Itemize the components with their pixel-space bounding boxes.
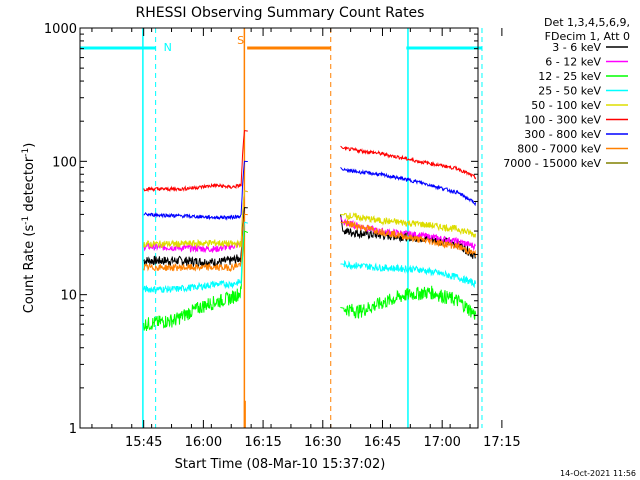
y-axis-label-sup-2: -1 bbox=[21, 148, 31, 157]
y-tick-label: 10 bbox=[60, 289, 77, 304]
plot-frame bbox=[79, 27, 479, 429]
timestamp: 14-Oct-2021 11:56 bbox=[560, 469, 636, 478]
legend-header-line-2: FDecim 1, Att 0 bbox=[545, 30, 630, 43]
legend-entry-label: 3 - 6 keV bbox=[552, 41, 601, 54]
x-axis-label: Start Time (08-Mar-10 15:37:02) bbox=[175, 457, 386, 472]
legend-entry-label: 800 - 7000 keV bbox=[517, 143, 601, 156]
x-tick-label: 15:45 bbox=[125, 435, 162, 450]
series-line bbox=[143, 213, 477, 272]
y-tick-label: 1000 bbox=[44, 22, 77, 37]
flag-label: S bbox=[237, 34, 244, 47]
legend-entry-label: 12 - 25 keV bbox=[538, 70, 601, 83]
y-axis: 1 10 100 1000 bbox=[44, 22, 478, 437]
flag-label: N bbox=[164, 41, 172, 54]
series-line bbox=[143, 160, 477, 221]
y-axis-label-main: Count Rate (s bbox=[22, 225, 37, 314]
series-line bbox=[143, 221, 477, 293]
legend-entry-label: 6 - 12 keV bbox=[545, 56, 601, 69]
chart-title: RHESSI Observing Summary Count Rates bbox=[136, 5, 425, 21]
plot-content: NS bbox=[80, 28, 483, 428]
x-tick-label: 16:00 bbox=[185, 435, 222, 450]
x-tick-label: 16:15 bbox=[244, 435, 281, 450]
y-axis-label-mid: detector bbox=[22, 156, 37, 216]
series-line bbox=[143, 190, 477, 249]
x-tick-label: 16:30 bbox=[304, 435, 341, 450]
legend-entry-label: 100 - 300 keV bbox=[524, 114, 601, 127]
x-tick-label: 16:45 bbox=[364, 435, 401, 450]
x-axis: 15:45 16:00 16:15 16:30 16:45 17:00 17:15 bbox=[91, 28, 521, 450]
x-tick-label: 17:15 bbox=[483, 435, 520, 450]
legend-header-line-1: Det 1,3,4,5,6,9, bbox=[544, 16, 630, 29]
legend-entry-label: 50 - 100 keV bbox=[531, 99, 601, 112]
series-line bbox=[143, 190, 476, 254]
y-axis-label-sup-1: -1 bbox=[21, 216, 31, 225]
y-tick-label: 100 bbox=[52, 155, 77, 170]
legend-entry-label: 300 - 800 keV bbox=[524, 128, 601, 141]
series-line bbox=[143, 230, 477, 331]
y-axis-label: Count Rate (s-1 detector-1) bbox=[21, 143, 37, 314]
legend-entry-label: 25 - 50 keV bbox=[538, 85, 601, 98]
legend: Det 1,3,4,5,6,9, FDecim 1, Att 0 3 - 6 k… bbox=[503, 16, 630, 170]
series-line bbox=[143, 129, 477, 193]
legend-entry-label: 7000 - 15000 keV bbox=[503, 157, 601, 170]
y-tick-label: 1 bbox=[69, 422, 77, 437]
x-tick-label: 17:00 bbox=[423, 435, 460, 450]
y-axis-label-end: ) bbox=[22, 143, 37, 148]
